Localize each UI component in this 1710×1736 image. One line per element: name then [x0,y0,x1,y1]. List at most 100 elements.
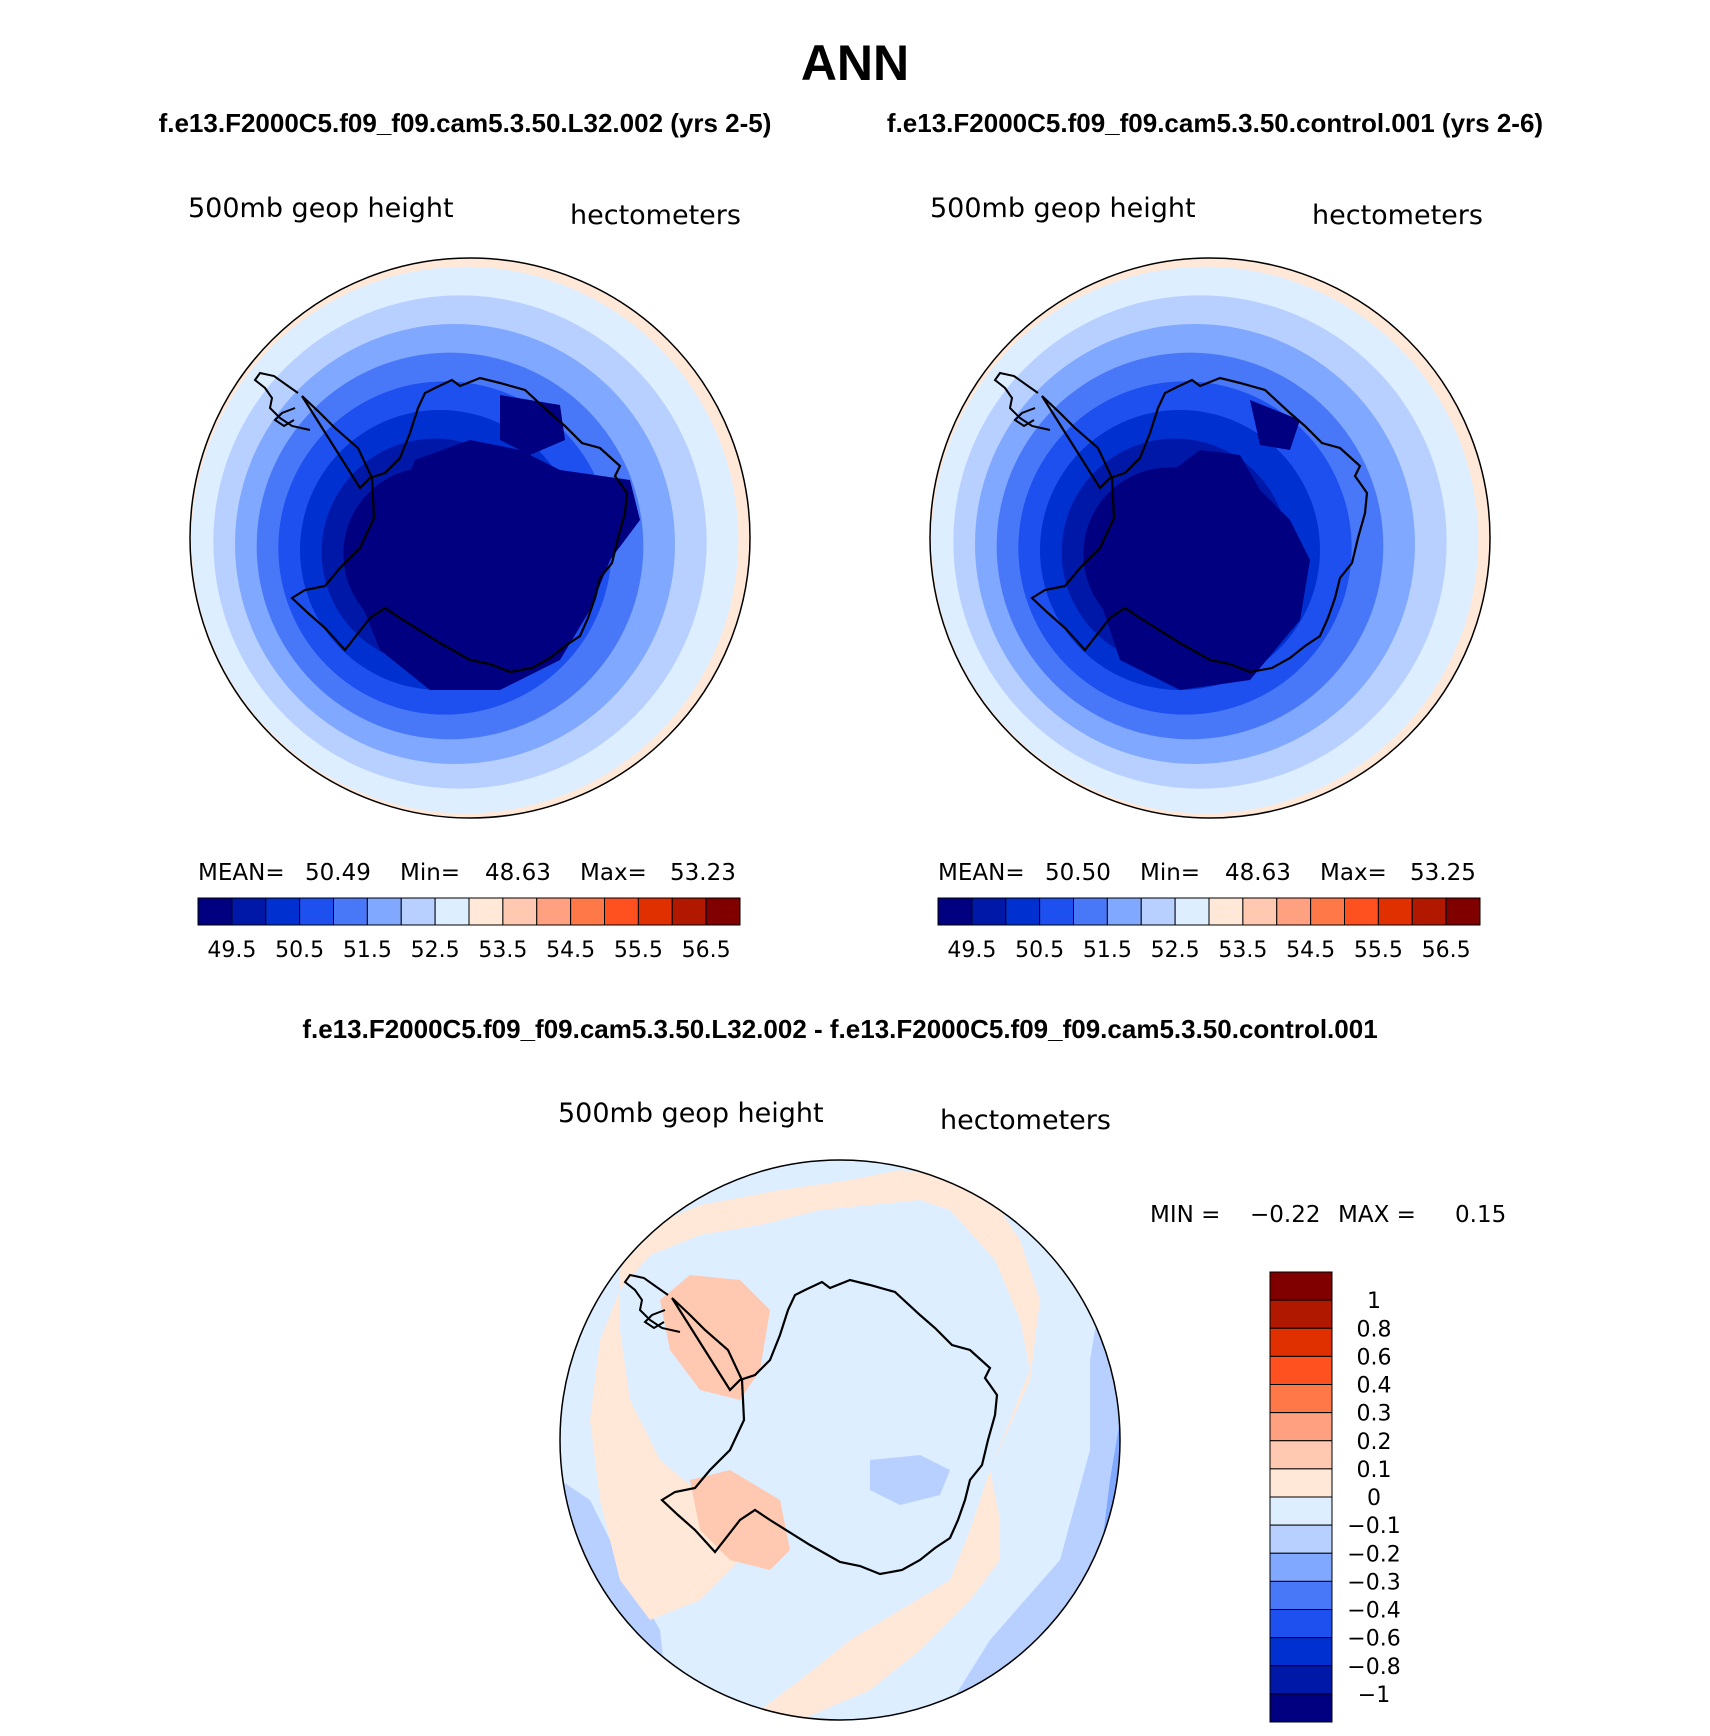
colorbar-tick-label: 54.5 [546,938,595,963]
colorbar-tick-label: 0.2 [1357,1430,1392,1455]
left-max-label: Max= [580,860,647,886]
colorbar-swatch [1269,1299,1333,1329]
colorbar-tick-label: 0.6 [1357,1345,1392,1370]
diff-min-label: MIN = [1150,1202,1220,1228]
colorbar-tick-label: 50.5 [275,938,324,963]
colorbar-swatch [1242,897,1278,926]
colorbar-tick-label: 0.3 [1357,1402,1392,1427]
colorbar-swatch [400,897,436,926]
right-max-value: 53.25 [1410,860,1476,886]
colorbar-tick-label: 54.5 [1286,938,1335,963]
colorbar-swatch [1269,1552,1333,1582]
colorbar-swatch [1377,897,1413,926]
right-max-label: Max= [1320,860,1387,886]
diff-min-value: −0.22 [1250,1202,1320,1228]
colorbar-swatch [1269,1609,1333,1639]
right-min-value: 48.63 [1225,860,1291,886]
left-panel: 500mb geop height hectometers MEAN= 50.4… [188,193,751,963]
colorbar-swatch [197,897,233,926]
right-panel: 500mb geop height hectometers MEAN= 50.5… [929,193,1491,963]
diff-map-border [559,1159,1121,1721]
colorbar-swatch [1411,897,1447,926]
right-min-label: Min= [1140,860,1200,886]
colorbar-swatch [1269,1524,1333,1554]
colorbar-swatch [570,897,605,926]
right-mean-label: MEAN= [938,860,1025,886]
diff-positive-anomaly [590,1170,1040,1720]
colorbar-tick-label: 56.5 [682,938,731,963]
colorbar-swatch [1269,1468,1333,1498]
left-max-value: 53.23 [670,860,736,886]
left-colorbar: 49.5 50.5 51.5 52.5 53.5 54.5 55.5 56.5 [197,897,741,963]
diff-panel-title: f.e13.F2000C5.f09_f09.cam5.3.50.L32.002 … [302,1014,1377,1044]
left-min-value: 48.63 [485,860,551,886]
diff-panel: f.e13.F2000C5.f09_f09.cam5.3.50.L32.002 … [302,1014,1506,1723]
left-units-label: hectometers [570,200,741,231]
colorbar-swatch [705,897,741,926]
colorbar-swatch [1445,897,1481,926]
colorbar-swatch [1310,897,1345,926]
right-mean-value: 50.50 [1045,860,1111,886]
right-core-lobe [1250,400,1300,450]
right-core-low [1100,450,1310,690]
colorbar-swatch [937,897,973,926]
right-colorbar: 49.5 50.5 51.5 52.5 53.5 54.5 55.5 56.5 [937,897,1481,963]
colorbar-tick-label: 51.5 [1083,938,1132,963]
colorbar-swatch [1269,1496,1333,1526]
left-panel-title: f.e13.F2000C5.f09_f09.cam5.3.50.L32.002 … [159,108,772,138]
colorbar-tick-label: 1 [1367,1289,1381,1314]
colorbar-swatch [1269,1665,1333,1695]
colorbar-swatch [366,897,402,926]
season-title: ANN [801,35,909,91]
colorbar-swatch [231,897,267,926]
colorbar-swatch [1269,1271,1333,1301]
colorbar-tick-label: −0.2 [1347,1542,1400,1567]
colorbar-tick-label: 49.5 [207,938,256,963]
diff-variable-label: 500mb geop height [558,1098,824,1129]
colorbar-swatch [1269,1355,1333,1385]
diff-plateau-low [870,1455,950,1505]
left-mean-label: MEAN= [198,860,285,886]
left-mean-value: 50.49 [305,860,371,886]
colorbar-swatch [1208,897,1244,926]
colorbar-tick-label: −0.6 [1347,1627,1400,1652]
right-units-label: hectometers [1312,200,1483,231]
diff-max-label: MAX = [1338,1202,1416,1228]
colorbar-swatch [299,897,334,926]
colorbar-tick-label: 0.4 [1357,1374,1392,1399]
colorbar-swatch [971,897,1007,926]
colorbar-tick-label: −0.3 [1347,1570,1400,1595]
colorbar-swatch [1269,1327,1333,1357]
left-core-lobe [500,395,565,455]
colorbar-swatch [1269,1412,1333,1442]
colorbar-tick-label: 52.5 [411,938,460,963]
diff-units-label: hectometers [940,1105,1111,1136]
left-core-low [360,440,640,690]
colorbar-swatch [1269,1440,1333,1470]
diff-polar-map [560,1160,1120,1720]
right-panel-title: f.e13.F2000C5.f09_f09.cam5.3.50.control.… [887,108,1543,138]
colorbar-tick-label: 49.5 [947,938,996,963]
colorbar-tick-label: 53.5 [1218,938,1267,963]
colorbar-swatch [1174,897,1210,926]
colorbar-swatch [333,897,368,926]
right-map-border [929,257,1491,819]
colorbar-tick-label: −0.4 [1347,1599,1400,1624]
colorbar-tick-label: 0 [1367,1486,1381,1511]
colorbar-swatch [434,897,470,926]
right-polar-map [930,258,1490,818]
colorbar-swatch [1269,1637,1333,1667]
colorbar-tick-label: 55.5 [614,938,663,963]
diff-max-value: 0.15 [1455,1202,1506,1228]
colorbar-swatch [1140,897,1176,926]
colorbar-swatch [1269,1384,1333,1414]
colorbar-swatch [1276,897,1312,926]
colorbar-swatch [468,897,504,926]
diff-colorbar: 1 0.8 0.6 0.4 0.3 0.2 0.1 0 −0.1 −0.2 −0.3 −0.4 −0.6… [1269,1271,1401,1723]
colorbar-tick-label: 53.5 [478,938,527,963]
colorbar-swatch [1106,897,1142,926]
colorbar-tick-label: 50.5 [1015,938,1064,963]
colorbar-tick-label: 56.5 [1422,938,1471,963]
left-variable-label: 500mb geop height [188,193,454,224]
colorbar-tick-label: 0.8 [1357,1317,1392,1342]
